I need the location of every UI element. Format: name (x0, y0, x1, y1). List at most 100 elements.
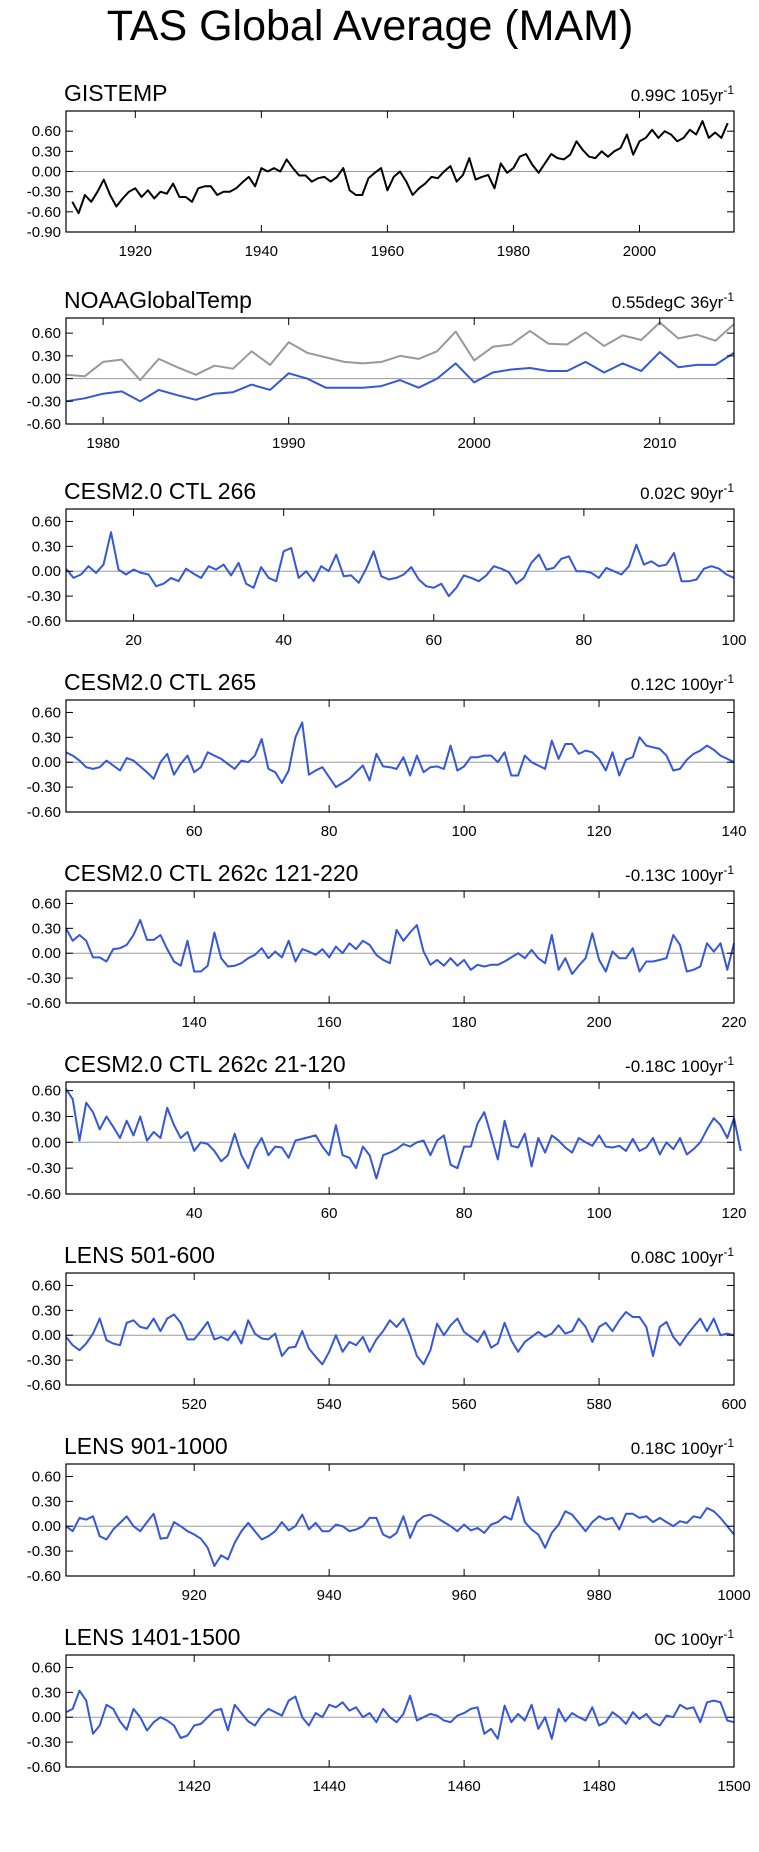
panel-stat: 0.12C 100yr-1 (631, 672, 735, 694)
y-tick-label: -0.60 (27, 804, 61, 821)
y-tick-label: 0.00 (32, 1134, 61, 1151)
x-tick-label: 1980 (86, 435, 119, 452)
chart-panel: NOAAGlobalTemp 0.55degC 36yr-1 0.60 0.30 0.0… (27, 287, 735, 452)
y-tick-label: -0.60 (27, 416, 61, 433)
series-line (65, 1689, 735, 1740)
y-tick-label: 0.00 (32, 563, 61, 580)
panel-stat: 0.55degC 36yr-1 (612, 290, 735, 312)
y-tick-label: 0.30 (32, 1493, 61, 1510)
series-line (65, 721, 735, 789)
series-line (65, 531, 735, 598)
x-tick-label: 1420 (178, 1778, 211, 1795)
y-tick-label: -0.30 (27, 1160, 61, 1177)
series-line (65, 1496, 735, 1567)
x-tick-label: 2000 (623, 243, 656, 260)
x-tick-label: 100 (721, 632, 746, 649)
x-tick-label: 40 (186, 1205, 203, 1222)
x-tick-label: 60 (321, 1205, 338, 1222)
panel-title: CESM2.0 CTL 265 (64, 669, 256, 695)
y-tick-label: 0.60 (32, 1468, 61, 1485)
x-tick-label: 1500 (717, 1778, 750, 1795)
y-tick-label: 0.30 (32, 538, 61, 555)
x-tick-label: 1960 (371, 243, 404, 260)
y-tick-label: -0.60 (27, 613, 61, 630)
x-tick-label: 140 (721, 823, 746, 840)
x-tick-label: 1940 (245, 243, 278, 260)
x-tick-label: 80 (576, 632, 593, 649)
y-tick-label: 0.60 (32, 1659, 61, 1676)
y-tick-label: 0.60 (32, 895, 61, 912)
y-tick-label: 0.60 (32, 325, 61, 342)
x-tick-label: 1920 (119, 243, 152, 260)
chart-panel: LENS 901-1000 0.18C 100yr-1 0.60 0.30 0.00 -0… (27, 1433, 751, 1604)
panel-stat: 0.18C 100yr-1 (631, 1436, 735, 1458)
chart-panel: LENS 501-600 0.08C 100yr-1 0.60 0.30 0.00 -0.… (27, 1242, 747, 1413)
y-tick-label: 0.30 (32, 1684, 61, 1701)
y-tick-label: -0.60 (27, 995, 61, 1012)
panel-title: CESM2.0 CTL 262c 121-220 (64, 860, 358, 886)
series-line (65, 321, 735, 382)
plot-frame (65, 1272, 735, 1386)
x-tick-label: 580 (587, 1396, 612, 1413)
x-tick-label: 1980 (497, 243, 530, 260)
x-tick-label: 960 (452, 1587, 477, 1604)
x-tick-label: 120 (721, 1205, 746, 1222)
y-tick-label: 0.30 (32, 1302, 61, 1319)
x-tick-label: 2000 (458, 435, 491, 452)
panel-stat: -0.13C 100yr-1 (625, 863, 734, 885)
x-tick-label: 1460 (447, 1778, 480, 1795)
y-tick-label: -0.60 (27, 204, 61, 221)
x-tick-label: 40 (275, 632, 292, 649)
y-tick-label: -0.30 (27, 970, 61, 987)
series-line (65, 919, 735, 975)
y-tick-label: 0.60 (32, 704, 61, 721)
x-tick-label: 80 (456, 1205, 473, 1222)
chart-panel: CESM2.0 CTL 265 0.12C 100yr-1 0.60 0.30 0.00… (27, 669, 747, 840)
panel-title: LENS 501-600 (64, 1242, 215, 1268)
x-tick-label: 1990 (272, 435, 305, 452)
x-tick-label: 160 (317, 1014, 342, 1031)
y-tick-label: -0.30 (27, 1543, 61, 1560)
x-tick-label: 120 (587, 823, 612, 840)
chart-panel: GISTEMP 0.99C 105yr-1 0.60 0.30 0.00 -0.30 -0.… (27, 80, 735, 260)
x-tick-label: 20 (125, 632, 142, 649)
y-tick-label: 0.00 (32, 164, 61, 181)
x-tick-label: 940 (317, 1587, 342, 1604)
y-tick-label: -0.60 (27, 1568, 61, 1585)
x-tick-label: 1000 (717, 1587, 750, 1604)
y-tick-label: -0.90 (27, 224, 61, 241)
y-tick-label: 0.00 (32, 1709, 61, 1726)
y-tick-label: 0.60 (32, 1083, 61, 1100)
y-tick-label: 0.30 (32, 143, 61, 160)
x-tick-label: 200 (587, 1014, 612, 1031)
x-tick-label: 220 (721, 1014, 746, 1031)
x-tick-label: 1440 (312, 1778, 345, 1795)
panel-title: GISTEMP (64, 80, 168, 106)
panel-stat: 0.02C 90yr-1 (640, 481, 734, 503)
panels: GISTEMP 0.99C 105yr-1 0.60 0.30 0.00 -0.30 -0.… (27, 80, 751, 1795)
y-tick-label: -0.30 (27, 184, 61, 201)
y-tick-label: 0.00 (32, 371, 61, 388)
chart-panel: LENS 1401-1500 0C 100yr-1 0.60 0.30 0.00 -0.3… (27, 1624, 751, 1795)
plot-frame (65, 1463, 735, 1577)
plot-frame (65, 1654, 735, 1768)
y-tick-label: 0.00 (32, 945, 61, 962)
panel-stat: 0.08C 100yr-1 (631, 1245, 735, 1267)
panel-stat: 0.99C 105yr-1 (631, 83, 735, 105)
y-tick-label: -0.60 (27, 1377, 61, 1394)
y-tick-label: -0.30 (27, 1734, 61, 1751)
plot-frame (65, 1081, 735, 1195)
y-tick-label: -0.30 (27, 588, 61, 605)
x-tick-label: 980 (587, 1587, 612, 1604)
x-tick-label: 520 (182, 1396, 207, 1413)
chart-panel: CESM2.0 CTL 266 0.02C 90yr-1 0.60 0.30 0.00 -… (27, 478, 747, 649)
x-tick-label: 1480 (582, 1778, 615, 1795)
series-line (65, 351, 735, 403)
panel-title: LENS 901-1000 (64, 1433, 228, 1459)
plot-frame (65, 699, 735, 813)
y-tick-label: 0.60 (32, 513, 61, 530)
series-line (71, 120, 729, 215)
x-tick-label: 100 (452, 823, 477, 840)
y-tick-label: 0.60 (32, 123, 61, 140)
